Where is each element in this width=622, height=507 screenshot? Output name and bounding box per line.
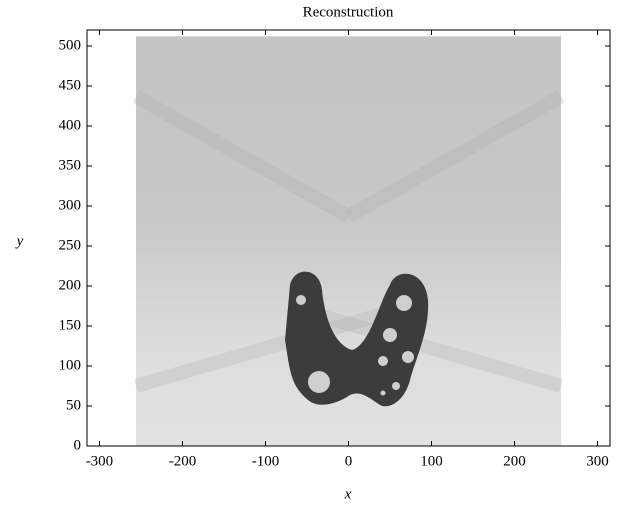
x-tick-label: -200	[169, 453, 197, 469]
y-tick-label: 50	[66, 397, 81, 413]
reconstruction-object	[285, 271, 429, 407]
streak	[132, 90, 352, 223]
y-tick-label: 400	[59, 117, 82, 133]
streak	[345, 90, 565, 223]
y-tick-label: 200	[59, 277, 82, 293]
x-tick-label: 300	[586, 453, 609, 469]
y-axis-label: y	[15, 233, 24, 249]
y-tick-label: 450	[59, 77, 82, 93]
object-holes	[296, 295, 414, 396]
y-tick-label: 250	[59, 237, 82, 253]
y-tick-label: 100	[59, 357, 82, 373]
y-tick-label: 0	[74, 437, 82, 453]
y-tick-label: 150	[59, 317, 82, 333]
y-tick-label: 500	[59, 37, 82, 53]
x-tick-label: 200	[503, 453, 526, 469]
streak	[134, 299, 411, 393]
streak	[286, 299, 563, 393]
x-tick-label: -300	[86, 453, 114, 469]
x-tick-label: -100	[252, 453, 280, 469]
y-tick-label: 300	[59, 197, 82, 213]
y-tick-label: 350	[59, 157, 82, 173]
x-tick-label: 100	[420, 453, 443, 469]
x-tick-label: 0	[345, 453, 353, 469]
x-axis-label: x	[344, 486, 352, 502]
chart-title: Reconstruction	[303, 4, 394, 20]
